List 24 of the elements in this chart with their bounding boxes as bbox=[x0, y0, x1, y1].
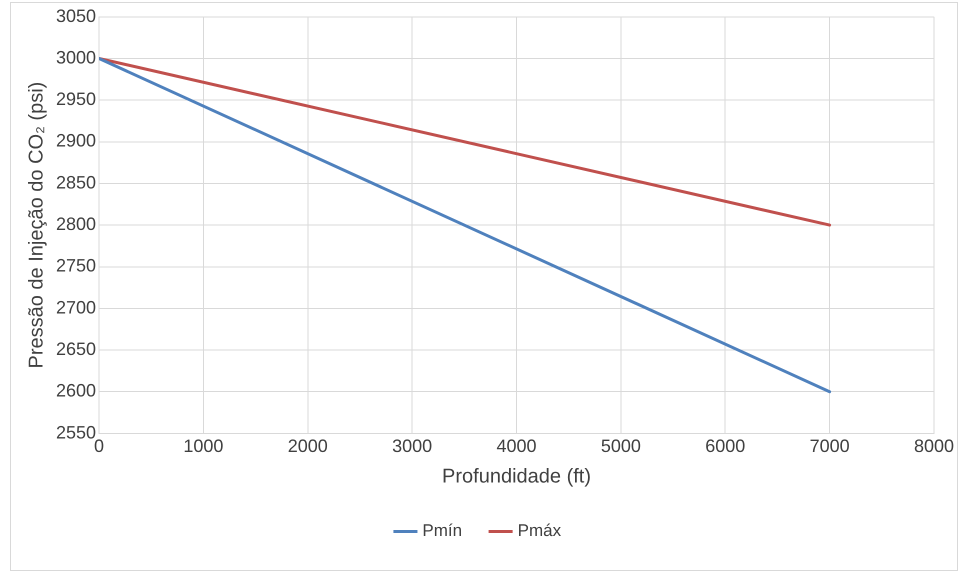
y-tick-label: 2650 bbox=[56, 339, 96, 360]
y-tick-label: 2750 bbox=[56, 256, 96, 276]
x-tick-label: 3000 bbox=[392, 436, 432, 456]
x-tick-label: 8000 bbox=[914, 436, 954, 456]
x-tick-label: 5000 bbox=[600, 436, 641, 456]
x-tick-label: 4000 bbox=[496, 436, 537, 456]
y-tick-label: 2950 bbox=[56, 89, 96, 110]
x-tick-label: 2000 bbox=[288, 436, 328, 456]
y-tick-label: 3050 bbox=[56, 6, 96, 26]
y-axis-title: Pressão de Injeção do CO₂ (psi) bbox=[26, 82, 48, 368]
y-tick-label: 2700 bbox=[56, 297, 96, 318]
y-tick-label: 2800 bbox=[56, 214, 96, 234]
x-tick-label: 0 bbox=[94, 436, 104, 456]
y-tick-label: 2550 bbox=[56, 422, 96, 442]
x-axis-title: Profundidade (ft) bbox=[442, 466, 592, 488]
x-tick-label: 7000 bbox=[810, 436, 850, 456]
x-tick-label: 6000 bbox=[705, 436, 746, 456]
y-tick-label: 2850 bbox=[56, 172, 96, 192]
y-tick-label: 2900 bbox=[56, 130, 96, 151]
legend-label: Pmín bbox=[422, 521, 462, 540]
y-tick-label: 3000 bbox=[56, 47, 96, 68]
x-tick-label: 1000 bbox=[183, 436, 224, 456]
legend-label: Pmáx bbox=[518, 521, 562, 540]
y-tick-label: 2600 bbox=[56, 380, 96, 401]
